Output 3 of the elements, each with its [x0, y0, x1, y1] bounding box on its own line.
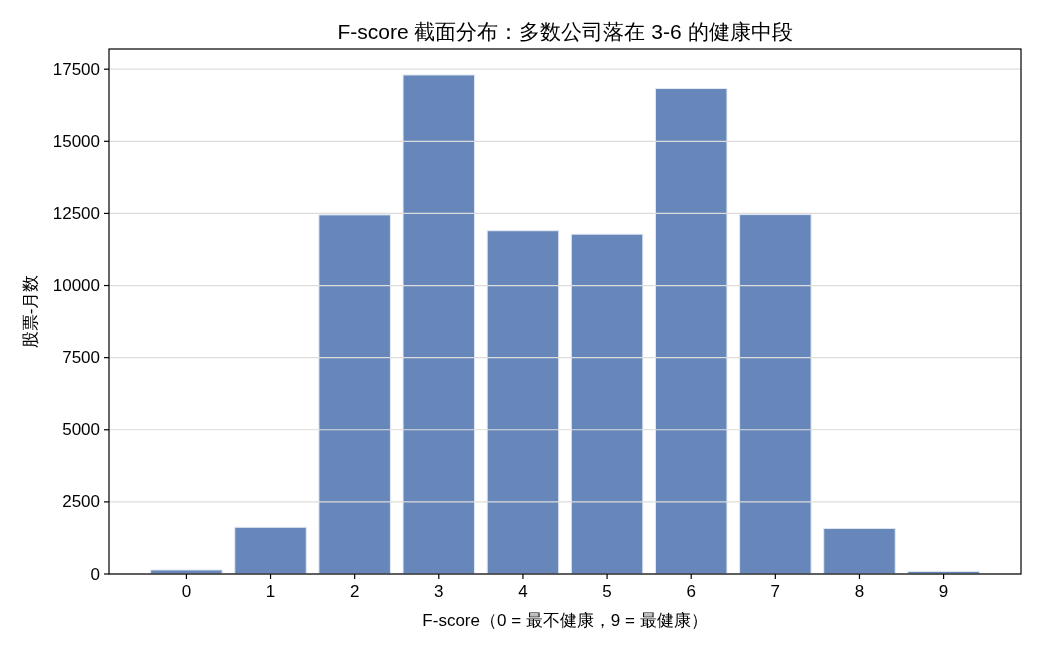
xlabel: F-score（0 = 最不健康，9 = 最健康）	[422, 611, 708, 630]
title: F-score 截面分布：多数公司落在 3-6 的健康中段	[337, 20, 793, 43]
ylabel: 股票-月数	[21, 274, 40, 349]
